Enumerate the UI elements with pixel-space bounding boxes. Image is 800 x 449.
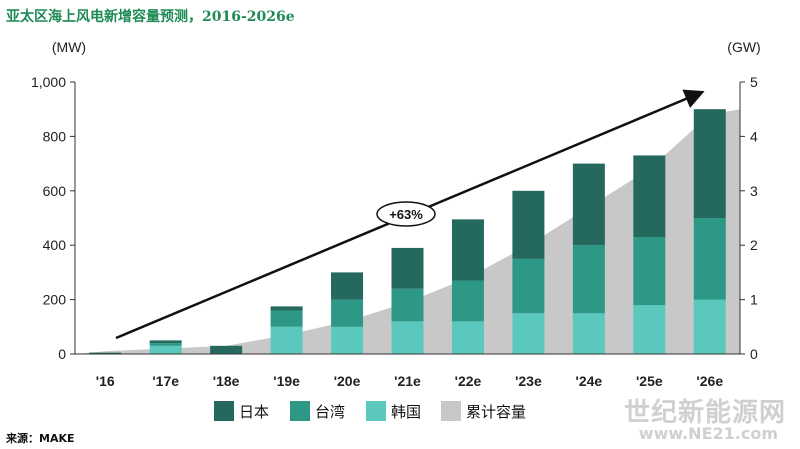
bar-韩国-9 (633, 305, 666, 354)
left-tick-label: 0 (58, 346, 66, 362)
x-tick-label: '17e (152, 373, 179, 389)
bar-台湾-6 (451, 280, 484, 322)
legend-swatch-1 (290, 401, 310, 421)
left-tick-label: 400 (43, 237, 67, 253)
bar-日本-2 (210, 345, 243, 354)
bar-韩国-1 (149, 345, 182, 354)
legend-swatch-3 (441, 401, 461, 421)
bar-韩国-3 (270, 326, 303, 354)
legend-swatch-2 (366, 401, 386, 421)
bar-韩国-5 (391, 321, 424, 354)
bar-台湾-7 (512, 258, 545, 314)
legend-label-0: 日本 (239, 403, 269, 421)
left-tick-label: 800 (43, 128, 67, 144)
x-tick-label: '18e (213, 373, 240, 389)
bar-日本-0 (89, 352, 122, 354)
growth-annotation: +63% (389, 207, 423, 222)
bar-台湾-3 (270, 310, 303, 327)
bar-韩国-8 (572, 313, 605, 354)
bar-日本-8 (572, 163, 605, 246)
right-tick-label: 2 (750, 237, 758, 253)
bar-韩国-10 (693, 299, 726, 354)
x-tick-label: '16 (96, 373, 115, 389)
right-tick-label: 1 (750, 292, 758, 308)
legend-label-3: 累计容量 (466, 403, 526, 421)
x-tick-label: '20e (334, 373, 361, 389)
legend-label-1: 台湾 (315, 403, 345, 421)
legend-swatch-0 (214, 401, 234, 421)
x-tick-label: '26e (696, 373, 723, 389)
bar-日本-3 (270, 306, 303, 311)
bar-韩国-4 (331, 326, 364, 354)
bar-日本-10 (693, 109, 726, 218)
left-tick-label: 1,000 (31, 74, 66, 90)
bar-台湾-8 (572, 245, 605, 314)
x-tick-label: '22e (455, 373, 482, 389)
growth-annotation-bubble (376, 201, 436, 227)
bar-日本-4 (331, 272, 364, 300)
x-tick-label: '24e (576, 373, 603, 389)
left-tick-label: 600 (43, 183, 67, 199)
bar-日本-7 (512, 190, 545, 259)
bar-日本-6 (451, 219, 484, 281)
bar-台湾-4 (331, 299, 364, 327)
watermark-text: 世纪新能源网 (623, 398, 786, 428)
bar-日本-1 (149, 340, 182, 344)
left-axis-label: (MW) (52, 39, 86, 55)
bar-日本-9 (633, 155, 666, 238)
x-tick-label: '25e (636, 373, 663, 389)
x-tick-label: '19e (273, 373, 300, 389)
bar-韩国-7 (512, 313, 545, 354)
x-tick-label: '21e (394, 373, 421, 389)
x-tick-label: '23e (515, 373, 542, 389)
right-tick-label: 5 (750, 74, 758, 90)
bar-日本-5 (391, 247, 424, 289)
page-title: 亚太区海上风电新增容量预测，2016-2026e (6, 9, 295, 25)
bar-台湾-9 (633, 237, 666, 306)
legend-label-2: 韩国 (391, 403, 421, 421)
left-tick-label: 200 (43, 292, 67, 308)
right-tick-label: 4 (750, 128, 758, 144)
bar-台湾-5 (391, 288, 424, 322)
right-axis-label: (GW) (727, 39, 760, 55)
bar-台湾-1 (149, 343, 182, 346)
right-tick-label: 0 (750, 346, 758, 362)
source-note: 来源：MAKE (6, 432, 75, 445)
watermark-url: www.NE21.com (638, 424, 778, 443)
right-tick-label: 3 (750, 183, 758, 199)
bar-韩国-6 (451, 321, 484, 354)
bar-台湾-10 (693, 218, 726, 300)
